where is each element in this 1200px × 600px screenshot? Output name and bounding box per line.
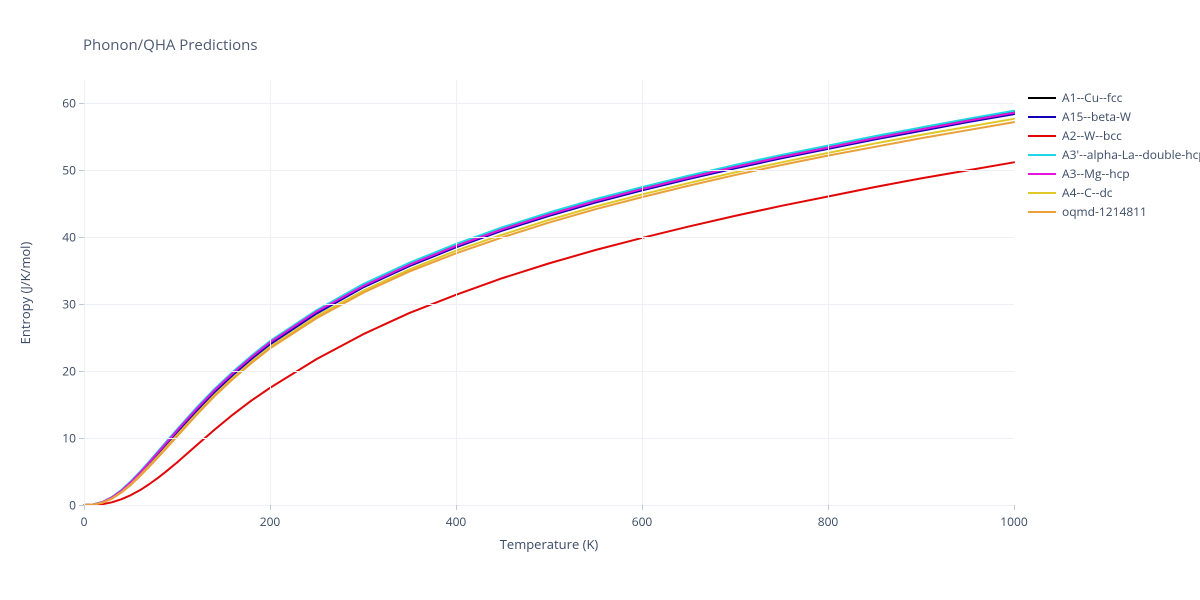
gridline-h: [84, 438, 1014, 439]
x-tick-label: 1000: [1000, 513, 1027, 530]
y-tick-label: 10: [54, 430, 76, 447]
legend-item[interactable]: A3--Mg--hcp: [1028, 164, 1200, 183]
x-axis-line: [84, 505, 1014, 506]
gridline-h: [84, 371, 1014, 372]
legend-item[interactable]: A2--W--bcc: [1028, 126, 1200, 145]
x-tick-mark: [270, 505, 271, 510]
gridline-h: [84, 103, 1014, 104]
series-line[interactable]: [84, 122, 1014, 505]
legend-item[interactable]: oqmd-1214811: [1028, 202, 1200, 221]
x-tick-mark: [642, 505, 643, 510]
legend-swatch: [1028, 154, 1056, 156]
y-tick-label: 50: [54, 162, 76, 179]
y-tick-mark: [79, 371, 84, 372]
series-line[interactable]: [84, 113, 1014, 505]
legend-swatch: [1028, 173, 1056, 175]
legend-label: A3'--alpha-La--double-hcp: [1062, 146, 1200, 163]
gridline-v: [828, 80, 829, 505]
plot-area: [84, 80, 1014, 505]
y-tick-label: 60: [54, 95, 76, 112]
legend-label: A15--beta-W: [1062, 108, 1131, 125]
lines-layer: [84, 80, 1014, 505]
y-tick-label: 0: [54, 497, 76, 514]
x-tick-label: 0: [81, 513, 88, 530]
y-tick-mark: [79, 438, 84, 439]
gridline-h: [84, 170, 1014, 171]
y-tick-mark: [79, 505, 84, 506]
y-tick-mark: [79, 103, 84, 104]
legend-item[interactable]: A4--C--dc: [1028, 183, 1200, 202]
legend-label: A3--Mg--hcp: [1062, 165, 1130, 182]
legend-item[interactable]: A15--beta-W: [1028, 107, 1200, 126]
legend-label: A4--C--dc: [1062, 184, 1113, 201]
gridline-h: [84, 237, 1014, 238]
y-tick-mark: [79, 170, 84, 171]
legend-swatch: [1028, 135, 1056, 137]
x-tick-label: 600: [632, 513, 653, 530]
x-axis-title: Temperature (K): [489, 535, 609, 553]
legend-item[interactable]: A3'--alpha-La--double-hcp: [1028, 145, 1200, 164]
gridline-v: [642, 80, 643, 505]
gridline-v: [270, 80, 271, 505]
x-tick-label: 400: [446, 513, 467, 530]
legend: A1--Cu--fcc A15--beta-W A2--W--bcc A3'--alp…: [1028, 88, 1200, 221]
chart-title: Phonon/QHA Predictions: [83, 35, 258, 55]
legend-label: A1--Cu--fcc: [1062, 89, 1122, 106]
y-axis-line: [84, 80, 85, 505]
y-tick-label: 40: [54, 229, 76, 246]
legend-label: oqmd-1214811: [1062, 203, 1147, 220]
legend-label: A2--W--bcc: [1062, 127, 1122, 144]
legend-swatch: [1028, 211, 1056, 213]
y-tick-label: 20: [54, 363, 76, 380]
legend-swatch: [1028, 97, 1056, 99]
y-tick-mark: [79, 304, 84, 305]
legend-swatch: [1028, 192, 1056, 194]
y-tick-label: 30: [54, 296, 76, 313]
legend-swatch: [1028, 116, 1056, 118]
y-tick-mark: [79, 237, 84, 238]
x-tick-mark: [84, 505, 85, 510]
x-tick-mark: [1014, 505, 1015, 510]
x-tick-mark: [828, 505, 829, 510]
gridline-h: [84, 304, 1014, 305]
legend-item[interactable]: A1--Cu--fcc: [1028, 88, 1200, 107]
x-tick-label: 800: [818, 513, 839, 530]
x-tick-mark: [456, 505, 457, 510]
series-line[interactable]: [84, 119, 1014, 505]
gridline-v: [456, 80, 457, 505]
chart-container: Phonon/QHA Predictions Temperature (K) E…: [0, 0, 1200, 600]
y-axis-title: Entropy (J/K/mol): [16, 223, 34, 363]
series-line[interactable]: [84, 114, 1014, 505]
x-tick-label: 200: [260, 513, 281, 530]
